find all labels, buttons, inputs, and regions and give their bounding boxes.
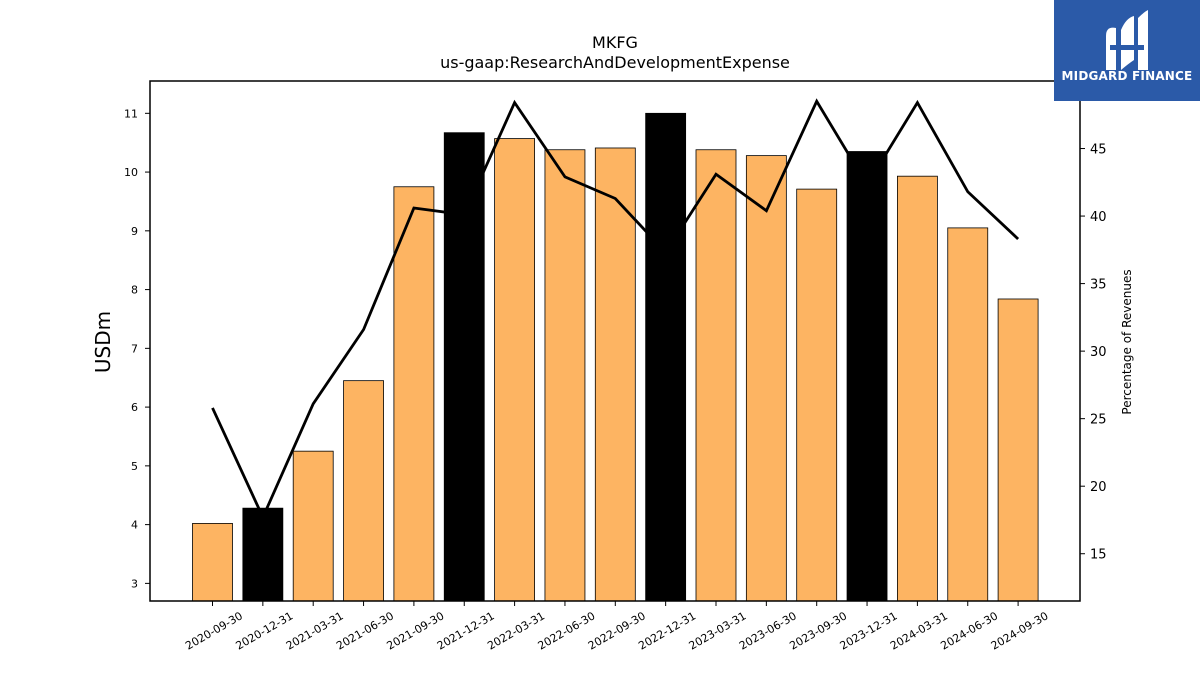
- bar: [192, 523, 233, 602]
- bar: [695, 149, 737, 602]
- bar: [544, 149, 586, 602]
- company-logo: MIDGARD FINANCE: [1054, 0, 1200, 101]
- bar: [292, 450, 334, 602]
- y2-tick-label: 15: [1090, 548, 1107, 563]
- bar: [997, 298, 1039, 602]
- y2-tick-label: 20: [1090, 480, 1107, 495]
- midgard-m-icon: [1106, 10, 1148, 70]
- y2-axis-label: Percentage of Revenues: [1120, 269, 1134, 414]
- logo-text: MIDGARD FINANCE: [1061, 69, 1193, 83]
- bar: [343, 380, 384, 602]
- y2-tick-label: 40: [1090, 210, 1107, 225]
- bar: [745, 155, 787, 602]
- bar: [897, 175, 938, 602]
- y-tick-label: 6: [131, 401, 138, 414]
- bar: [796, 188, 838, 602]
- y-tick-label: 9: [131, 225, 138, 238]
- y-axis-label: USDm: [91, 311, 115, 373]
- percentage-line: [211, 98, 1020, 521]
- y2-tick-label: 35: [1090, 278, 1107, 293]
- bar: [594, 147, 636, 602]
- y-tick-label: 11: [124, 107, 138, 120]
- bar: [443, 132, 485, 602]
- y-tick-label: 7: [131, 342, 138, 355]
- bar: [645, 112, 687, 602]
- bar: [242, 507, 284, 602]
- bar: [846, 151, 888, 602]
- plot-area: 34567891011152025303540452020-09-302020-…: [124, 80, 1107, 653]
- chart-title: MKFG: [592, 33, 638, 52]
- x-tick-label: 2024-09-30: [989, 609, 1051, 652]
- y-tick-label: 8: [131, 284, 138, 297]
- y2-tick-label: 30: [1090, 345, 1107, 360]
- y-tick-label: 10: [124, 166, 138, 179]
- bar: [393, 186, 435, 602]
- y2-tick-label: 45: [1090, 143, 1107, 158]
- bar: [494, 138, 536, 602]
- y-tick-label: 3: [131, 577, 138, 590]
- y-tick-label: 5: [131, 460, 138, 473]
- y-tick-label: 4: [131, 519, 138, 532]
- bar: [947, 227, 989, 602]
- chart-subtitle: us-gaap:ResearchAndDevelopmentExpense: [440, 53, 790, 72]
- y2-tick-label: 25: [1090, 413, 1107, 428]
